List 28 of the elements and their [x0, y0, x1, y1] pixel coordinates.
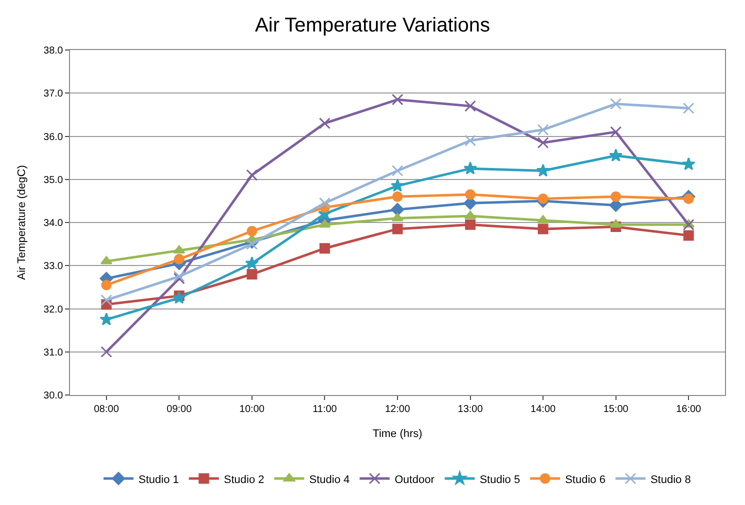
chart-title: Air Temperature Variations — [255, 14, 490, 37]
x-tick-label: 14:00 — [530, 404, 556, 415]
legend-label: Studio 1 — [138, 474, 179, 486]
legend-label: Studio 2 — [224, 474, 264, 486]
x-tick-label: 15:00 — [603, 404, 629, 415]
y-tick-label: 36.0 — [44, 132, 64, 143]
legend-label: Studio 5 — [480, 474, 520, 486]
x-tick-label: 09:00 — [166, 404, 192, 415]
x-tick-label: 08:00 — [94, 404, 120, 415]
legend-label: Studio 8 — [650, 474, 691, 486]
legend-label: Studio 4 — [309, 474, 350, 486]
y-tick-label: 32.0 — [44, 304, 64, 316]
x-tick-label: 11:00 — [312, 404, 338, 415]
x-tick-label: 16:00 — [676, 404, 702, 415]
y-tick-label: 37.0 — [44, 88, 64, 100]
y-tick-label: 38.0 — [44, 46, 64, 56]
y-tick-label: 30.0 — [44, 390, 64, 402]
y-tick-label: 34.0 — [44, 218, 64, 229]
y-tick-label: 31.0 — [44, 347, 64, 358]
y-axis-title: Air Temperature (degC) — [16, 165, 28, 280]
y-tick-label: 35.0 — [44, 174, 64, 186]
x-axis-title: Time (hrs) — [372, 428, 422, 440]
x-tick-label: 10:00 — [239, 404, 265, 415]
legend-label: Outdoor — [394, 474, 435, 486]
x-tick-label: 12:00 — [384, 404, 410, 415]
y-tick-label: 33.0 — [44, 261, 64, 272]
legend-label: Studio 6 — [565, 474, 606, 486]
x-tick-label: 13:00 — [458, 404, 484, 415]
